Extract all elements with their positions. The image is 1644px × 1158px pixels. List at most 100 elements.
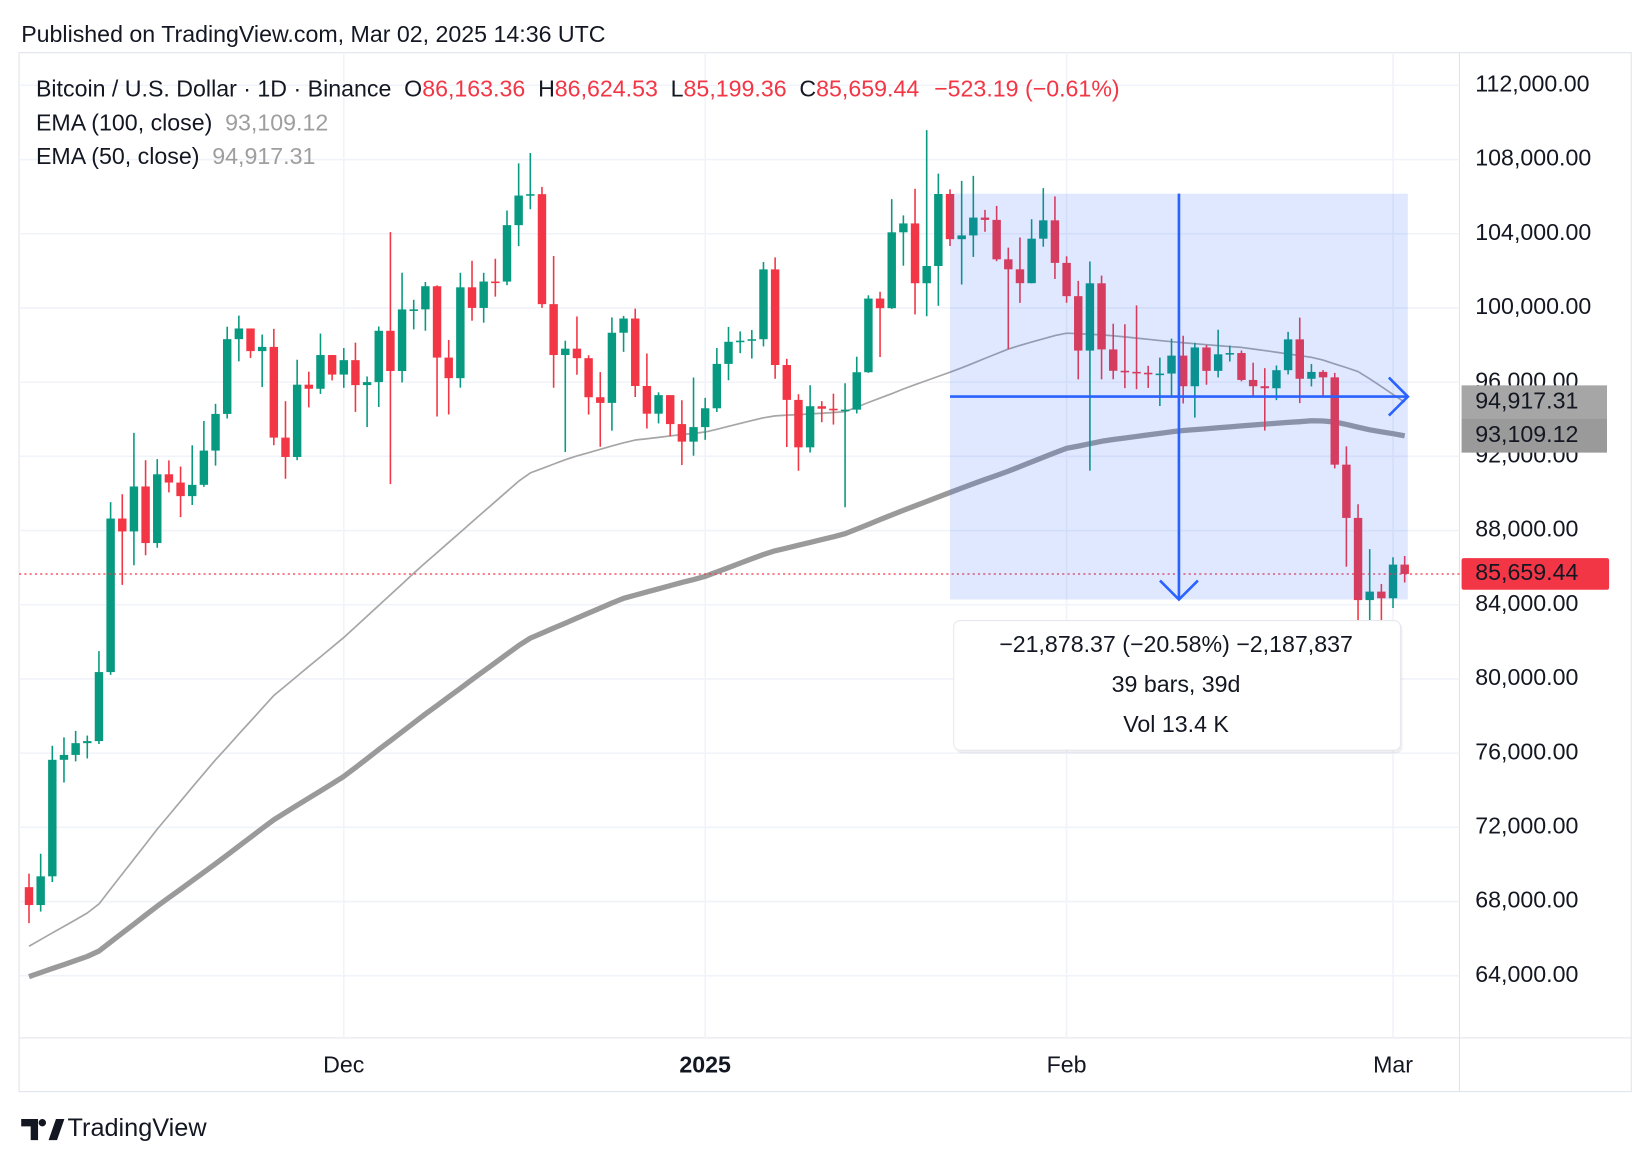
- candle-body: [1143, 372, 1153, 375]
- candle-body: [1190, 347, 1200, 387]
- candle-body: [1167, 355, 1176, 374]
- measure-label: −21,878.37 (−20.58%) −2,187,837: [999, 631, 1353, 657]
- candle-body: [654, 395, 663, 414]
- legend-ema: EMA (50, close) 94,917.31: [36, 143, 315, 169]
- candle-body: [689, 427, 698, 442]
- candle-body: [444, 357, 453, 379]
- legend-ema: EMA (100, close) 93,109.12: [36, 109, 328, 135]
- candle-body: [1272, 370, 1281, 389]
- candle-body: [537, 194, 547, 305]
- chart-frame: [18, 52, 1632, 1093]
- candle-body: [934, 193, 943, 267]
- candle-body: [584, 358, 593, 398]
- candle-body: [153, 474, 162, 544]
- candle-body: [631, 318, 640, 386]
- logo: TradingView: [21, 1114, 207, 1142]
- ohlc-key: O: [404, 76, 422, 102]
- candle-body: [479, 281, 488, 308]
- candle-body: [24, 887, 34, 906]
- candle-body: [351, 360, 360, 386]
- measure-label: Vol 13.4 K: [1123, 711, 1229, 737]
- candle-body: [409, 309, 418, 311]
- candle-body: [1004, 259, 1013, 270]
- candle-body: [129, 486, 139, 532]
- candle-body: [339, 360, 348, 375]
- candle-body: [840, 409, 850, 412]
- candle-body: [875, 298, 885, 309]
- candle-body: [1365, 591, 1374, 601]
- ema-line: [28, 418, 1406, 980]
- measure-label-box: [953, 620, 1401, 751]
- last-price-label: 85,659.44: [1475, 559, 1578, 585]
- candle-body: [700, 408, 710, 428]
- candle-body: [852, 372, 861, 410]
- candle-body: [1342, 464, 1351, 518]
- ohlc-value: 85,199.36: [684, 76, 787, 102]
- candle-body: [327, 355, 337, 375]
- candle-body: [1237, 353, 1246, 380]
- candle-body: [234, 328, 244, 340]
- candle-body: [36, 876, 45, 906]
- x-tick-label: Dec: [323, 1051, 364, 1077]
- candle-body: [421, 286, 430, 310]
- ema-price-box: [1461, 418, 1607, 453]
- ema-name: EMA (100, close): [36, 109, 212, 135]
- candle-body: [71, 743, 80, 755]
- candle-body: [794, 399, 803, 448]
- symbol: Bitcoin / U.S. Dollar · 1D · Binance: [36, 76, 391, 102]
- candle-body: [980, 217, 990, 220]
- candle-body: [1027, 238, 1036, 284]
- ohlc-key: C: [799, 76, 816, 102]
- candle-body: [59, 754, 69, 760]
- ema-line: [28, 332, 1406, 947]
- candle-body: [211, 413, 220, 451]
- candle-body: [292, 384, 302, 457]
- candle-body: [747, 339, 757, 341]
- ema-name: EMA (50, close): [36, 143, 200, 169]
- legend-main: Bitcoin / U.S. Dollar · 1D · Binance O86…: [36, 76, 1120, 102]
- candle-body: [596, 397, 605, 403]
- ema-price-box: [1461, 385, 1607, 420]
- candle-body: [677, 424, 687, 442]
- measure-v-head: [1159, 579, 1199, 602]
- candle-body: [1062, 262, 1071, 297]
- candle-body: [899, 223, 908, 233]
- candle-body: [467, 287, 477, 308]
- candle-body: [759, 269, 768, 340]
- candle-body: [1377, 591, 1386, 599]
- y-tick-label: 72,000.00: [1475, 812, 1578, 838]
- candle-body: [735, 340, 745, 343]
- candle-body: [864, 298, 873, 373]
- candle-body: [910, 223, 920, 284]
- ohlc-key: H: [538, 76, 555, 102]
- candle-body: [805, 406, 815, 448]
- candle-body: [1039, 220, 1048, 239]
- candle-body: [502, 225, 512, 282]
- candle-body: [362, 382, 372, 386]
- measure-h-head: [1387, 376, 1410, 417]
- candle-body: [316, 355, 325, 389]
- candle-body: [1388, 564, 1398, 599]
- x-tick-label: 2025: [679, 1051, 731, 1077]
- ohlc-value: 85,659.44: [816, 76, 919, 102]
- candle-body: [549, 304, 558, 356]
- candle-body: [257, 346, 267, 352]
- candle-body: [48, 759, 57, 877]
- y-tick-label: 104,000.00: [1475, 219, 1591, 245]
- candle-body: [1353, 517, 1363, 601]
- measure-label: 39 bars, 39d: [1112, 671, 1241, 697]
- y-tick-label: 112,000.00: [1475, 70, 1589, 96]
- candle-body: [106, 518, 115, 673]
- candle-body: [1318, 371, 1328, 378]
- measure-tool: −21,878.37 (−20.58%) −2,187,837 39 bars, …: [950, 193, 1410, 754]
- candle-body: [1225, 353, 1235, 355]
- candle-body: [712, 363, 722, 409]
- ema-value: 93,109.12: [225, 109, 328, 135]
- candle-body: [141, 486, 150, 544]
- candle-body: [817, 406, 826, 409]
- ohlc-value: 86,163.36: [422, 76, 525, 102]
- candle-body: [83, 741, 92, 744]
- ohlc-key: L: [671, 76, 684, 102]
